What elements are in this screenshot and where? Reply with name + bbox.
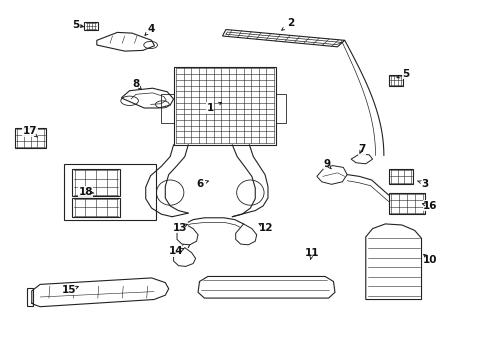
Text: 4: 4 xyxy=(147,24,155,34)
Text: 6: 6 xyxy=(197,179,203,189)
Text: 5: 5 xyxy=(72,20,79,30)
Text: 11: 11 xyxy=(304,248,319,258)
Text: 5: 5 xyxy=(402,69,408,79)
Text: 18: 18 xyxy=(78,186,93,197)
Text: 7: 7 xyxy=(357,144,365,154)
Text: 9: 9 xyxy=(323,159,329,169)
Text: 2: 2 xyxy=(287,18,294,28)
Text: 17: 17 xyxy=(23,126,38,136)
Text: 16: 16 xyxy=(422,201,437,211)
Text: 1: 1 xyxy=(206,103,213,113)
Text: 13: 13 xyxy=(172,222,187,233)
Text: 3: 3 xyxy=(421,179,428,189)
Text: 14: 14 xyxy=(168,246,183,256)
Text: 10: 10 xyxy=(422,255,437,265)
Text: 12: 12 xyxy=(259,222,273,233)
Text: 8: 8 xyxy=(132,78,139,89)
Text: 15: 15 xyxy=(62,285,77,295)
